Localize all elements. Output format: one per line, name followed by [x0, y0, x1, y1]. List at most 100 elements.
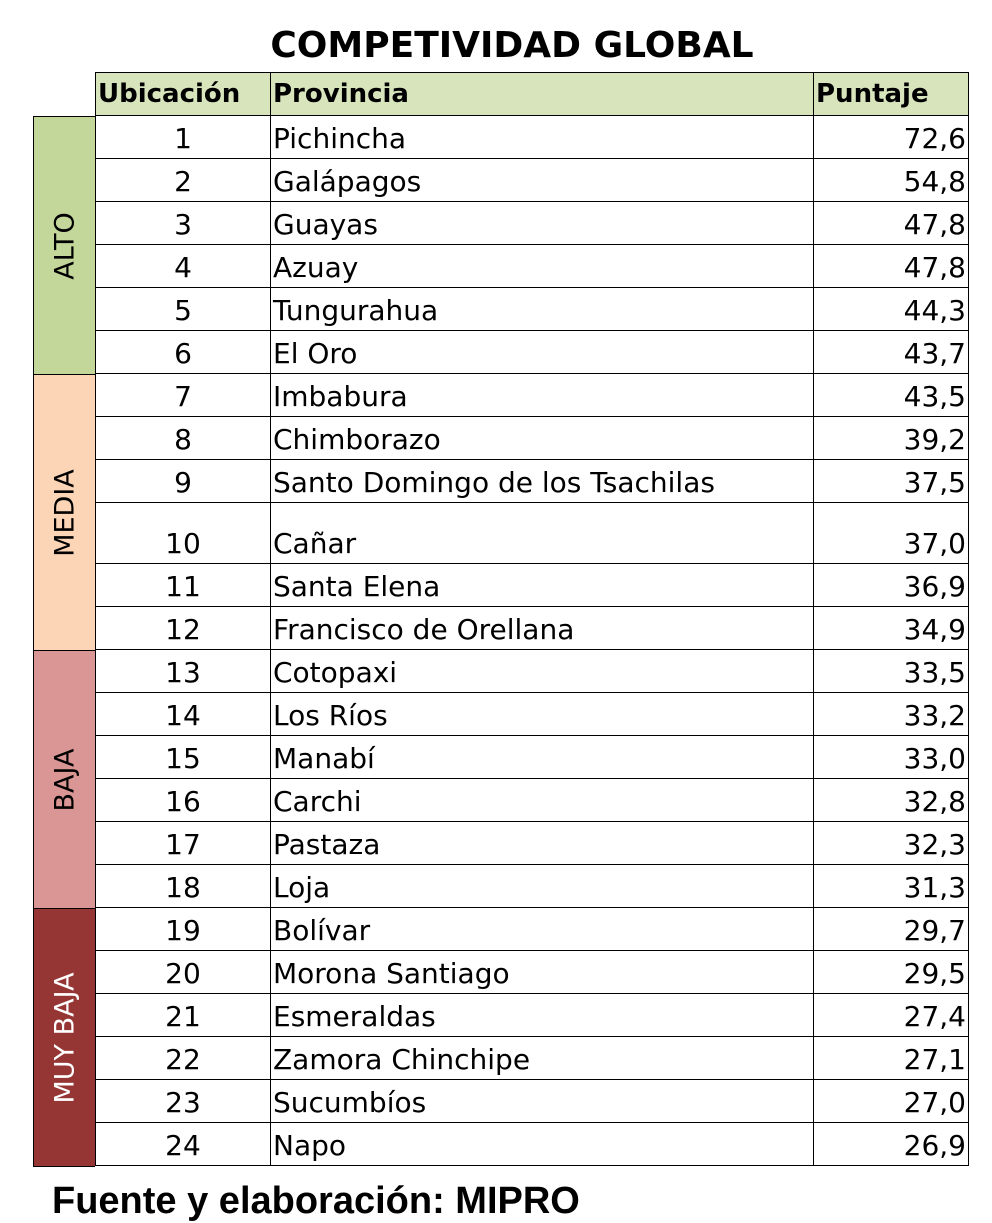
province-cell: Manabí [271, 736, 814, 778]
rank-cell: 1 [96, 116, 271, 158]
score-cell: 27,1 [903, 1043, 966, 1076]
table-row: 9 Santo Domingo de los Tsachilas 37,5 [95, 460, 969, 503]
rank-cell: 11 [96, 564, 271, 606]
score-cell: 43,7 [903, 337, 966, 370]
province-cell: Francisco de Orellana [271, 607, 814, 649]
province-cell: Chimborazo [271, 417, 814, 459]
table-row: 11 Santa Elena 36,9 [95, 564, 969, 607]
score-cell: 33,0 [903, 742, 966, 775]
province-cell: Guayas [271, 202, 814, 244]
province-cell: Imbabura [271, 374, 814, 416]
province-cell: Carchi [271, 779, 814, 821]
group-label: MUY BAJA [49, 971, 80, 1104]
score-cell: 37,5 [903, 466, 966, 499]
province-cell: Cotopaxi [271, 650, 814, 692]
table-row: 21 Esmeraldas 27,4 [95, 994, 969, 1037]
province-cell: El Oro [271, 331, 814, 373]
rank-cell: 12 [96, 607, 271, 649]
province-cell: Pichincha [271, 116, 814, 158]
table-row: 14 Los Ríos 33,2 [95, 693, 969, 736]
score-cell: 39,2 [903, 423, 966, 456]
table-row: 8 Chimborazo 39,2 [95, 417, 969, 460]
score-cell: 27,0 [903, 1086, 966, 1119]
score-cell: 26,9 [903, 1129, 966, 1162]
score-cell: 29,5 [903, 957, 966, 990]
province-cell: Sucumbíos [271, 1080, 814, 1122]
score-cell: 43,5 [903, 380, 966, 413]
province-cell: Tungurahua [271, 288, 814, 330]
score-cell: 47,8 [903, 208, 966, 241]
province-cell: Morona Santiago [271, 951, 814, 993]
province-cell: Zamora Chinchipe [271, 1037, 814, 1079]
rank-cell: 6 [96, 331, 271, 373]
table-row: 13 Cotopaxi 33,5 [95, 650, 969, 693]
rank-cell: 23 [96, 1080, 271, 1122]
score-cell: 32,3 [903, 828, 966, 861]
score-cell: 36,9 [903, 570, 966, 603]
province-cell: Santa Elena [271, 564, 814, 606]
score-cell: 33,5 [903, 656, 966, 689]
rank-cell: 4 [96, 245, 271, 287]
rank-cell: 22 [96, 1037, 271, 1079]
score-cell: 44,3 [903, 294, 966, 327]
table-row: 2 Galápagos 54,8 [95, 159, 969, 202]
score-cell: 54,8 [903, 165, 966, 198]
table-row: 20 Morona Santiago 29,5 [95, 951, 969, 994]
table-row: 5 Tungurahua 44,3 [95, 288, 969, 331]
score-cell: 37,0 [903, 527, 966, 560]
province-cell: Napo [271, 1123, 814, 1165]
rank-cell: 2 [96, 159, 271, 201]
province-cell: Cañar [271, 503, 814, 563]
page-title: COMPETIVIDAD GLOBAL [270, 25, 754, 66]
rank-cell: 19 [96, 908, 271, 950]
province-cell: Galápagos [271, 159, 814, 201]
rank-cell: 16 [96, 779, 271, 821]
rank-cell: 17 [96, 822, 271, 864]
rank-cell: 14 [96, 693, 271, 735]
table-row: 17 Pastaza 32,3 [95, 822, 969, 865]
score-cell: 32,8 [903, 785, 966, 818]
rank-cell: 13 [96, 650, 271, 692]
rank-cell: 9 [96, 460, 271, 502]
group-label: MEDIA [49, 468, 80, 557]
table-row: 4 Azuay 47,8 [95, 245, 969, 288]
table-row: 18 Loja 31,3 [95, 865, 969, 908]
group-label: BAJA [49, 748, 80, 811]
rank-cell: 5 [96, 288, 271, 330]
table-row: 19 Bolívar 29,7 [95, 908, 969, 951]
score-cell: 33,2 [903, 699, 966, 732]
province-cell: Los Ríos [271, 693, 814, 735]
rank-cell: 18 [96, 865, 271, 907]
table-row: 15 Manabí 33,0 [95, 736, 969, 779]
rank-cell: 7 [96, 374, 271, 416]
province-cell: Esmeraldas [271, 994, 814, 1036]
province-cell: Azuay [271, 245, 814, 287]
table-header: Ubicación Provincia Puntaje [95, 72, 969, 116]
table-row: 24 Napo 26,9 [95, 1123, 969, 1166]
table-row: 16 Carchi 32,8 [95, 779, 969, 822]
group-label: ALTO [49, 211, 80, 280]
rank-cell: 24 [96, 1123, 271, 1165]
table-row: 10 Cañar 37,0 [95, 503, 969, 564]
province-cell: Bolívar [271, 908, 814, 950]
rank-cell: 10 [96, 503, 271, 563]
score-cell: 31,3 [903, 871, 966, 904]
score-cell: 47,8 [903, 251, 966, 284]
group-muy-baja: MUY BAJA [33, 908, 95, 1167]
rank-cell: 15 [96, 736, 271, 778]
table-row: 12 Francisco de Orellana 34,9 [95, 607, 969, 650]
province-cell: Santo Domingo de los Tsachilas [271, 460, 814, 502]
header-rank: Ubicación [96, 73, 271, 115]
score-cell: 34,9 [903, 613, 966, 646]
table-row: 1 Pichincha 72,6 [95, 116, 969, 159]
header-score: Puntaje [816, 79, 929, 109]
rank-cell: 8 [96, 417, 271, 459]
header-province: Provincia [271, 73, 814, 115]
table-row: 23 Sucumbíos 27,0 [95, 1080, 969, 1123]
rank-cell: 20 [96, 951, 271, 993]
score-cell: 27,4 [903, 1000, 966, 1033]
table-row: 3 Guayas 47,8 [95, 202, 969, 245]
rank-cell: 3 [96, 202, 271, 244]
group-baja: BAJA [33, 650, 95, 909]
group-media: MEDIA [33, 374, 95, 651]
